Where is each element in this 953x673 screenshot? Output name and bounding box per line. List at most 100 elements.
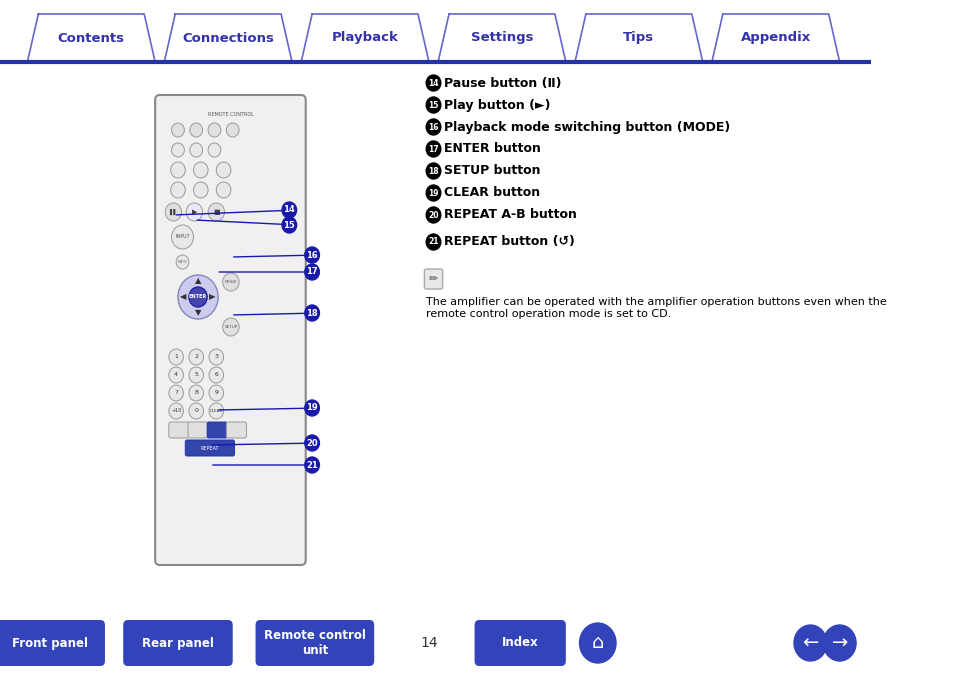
Text: ▼: ▼ [194,308,201,318]
FancyBboxPatch shape [207,422,227,438]
Circle shape [305,264,319,280]
Circle shape [208,143,221,157]
Circle shape [189,367,203,383]
Text: Remote control
unit: Remote control unit [264,629,365,657]
Circle shape [793,625,826,661]
FancyBboxPatch shape [169,422,189,438]
Circle shape [426,163,440,179]
Circle shape [169,385,183,401]
Circle shape [282,217,296,233]
Circle shape [426,97,440,113]
Circle shape [189,385,203,401]
Text: 7: 7 [174,390,178,396]
Text: +10: +10 [171,409,181,413]
Circle shape [426,119,440,135]
Circle shape [216,162,231,178]
Text: Pause button (Ⅱ): Pause button (Ⅱ) [444,77,561,90]
Text: Contents: Contents [58,32,125,44]
Text: SETUP: SETUP [224,325,237,329]
Text: Settings: Settings [470,32,533,44]
Text: ⌂: ⌂ [591,633,603,653]
FancyBboxPatch shape [188,422,208,438]
Text: Index: Index [501,637,538,649]
Circle shape [178,275,218,319]
Text: ◀: ◀ [180,293,187,302]
FancyBboxPatch shape [123,620,233,666]
Text: ✏: ✏ [429,274,437,284]
Circle shape [186,203,202,221]
Text: REPEAT A-B button: REPEAT A-B button [444,209,577,221]
Text: Tips: Tips [622,32,654,44]
Text: The amplifier can be operated with the amplifier operation buttons even when the: The amplifier can be operated with the a… [426,297,886,318]
Circle shape [172,123,184,137]
Text: Appendix: Appendix [740,32,810,44]
Text: 21: 21 [306,460,317,470]
Text: 16: 16 [306,250,317,260]
Text: 20: 20 [428,211,438,219]
Circle shape [169,367,183,383]
FancyBboxPatch shape [185,440,234,456]
Text: Rear panel: Rear panel [142,637,213,649]
Text: 17: 17 [428,145,438,153]
Text: 15: 15 [428,100,438,110]
Circle shape [208,123,221,137]
Circle shape [189,403,203,419]
Text: →: → [831,633,847,653]
Text: 14: 14 [419,636,437,650]
Text: 0: 0 [194,409,198,413]
Polygon shape [28,14,155,62]
Text: MODE: MODE [224,280,237,284]
Circle shape [209,403,223,419]
Text: Connections: Connections [182,32,274,44]
Polygon shape [711,14,839,62]
Circle shape [822,625,855,661]
Text: 9: 9 [214,390,218,396]
Text: 6: 6 [214,372,218,378]
Text: 1: 1 [174,355,178,359]
Circle shape [209,349,223,365]
Circle shape [305,305,319,321]
Circle shape [165,203,181,221]
Circle shape [208,203,224,221]
Text: SETUP button: SETUP button [444,164,540,178]
Polygon shape [164,14,292,62]
Circle shape [305,247,319,263]
Circle shape [282,202,296,218]
Text: 17: 17 [306,267,317,277]
FancyBboxPatch shape [255,620,374,666]
Text: 19: 19 [306,404,317,413]
Polygon shape [437,14,565,62]
FancyBboxPatch shape [474,620,565,666]
Text: 18: 18 [306,308,317,318]
Text: ENTER button: ENTER button [444,143,540,155]
Polygon shape [575,14,702,62]
Circle shape [193,182,208,198]
Text: REMOTE CONTROL: REMOTE CONTROL [208,112,253,118]
Circle shape [578,623,616,663]
Circle shape [169,403,183,419]
Circle shape [171,182,185,198]
Circle shape [426,185,440,201]
Circle shape [209,367,223,383]
Circle shape [172,225,193,249]
Circle shape [426,234,440,250]
Text: ←: ← [801,633,818,653]
FancyBboxPatch shape [155,95,305,565]
Circle shape [193,162,208,178]
Polygon shape [301,14,429,62]
Text: 18: 18 [428,166,438,176]
Circle shape [189,287,207,307]
Text: 5: 5 [194,372,198,378]
Text: Playback mode switching button (MODE): Playback mode switching button (MODE) [444,120,730,133]
Text: 3: 3 [214,355,218,359]
Text: ▶: ▶ [209,293,215,302]
Circle shape [426,141,440,157]
Text: Playback: Playback [332,32,398,44]
Text: 8: 8 [194,390,198,396]
Circle shape [189,349,203,365]
FancyBboxPatch shape [424,269,442,289]
FancyBboxPatch shape [226,422,246,438]
Circle shape [305,400,319,416]
Text: 14: 14 [428,79,438,87]
Circle shape [222,273,239,291]
